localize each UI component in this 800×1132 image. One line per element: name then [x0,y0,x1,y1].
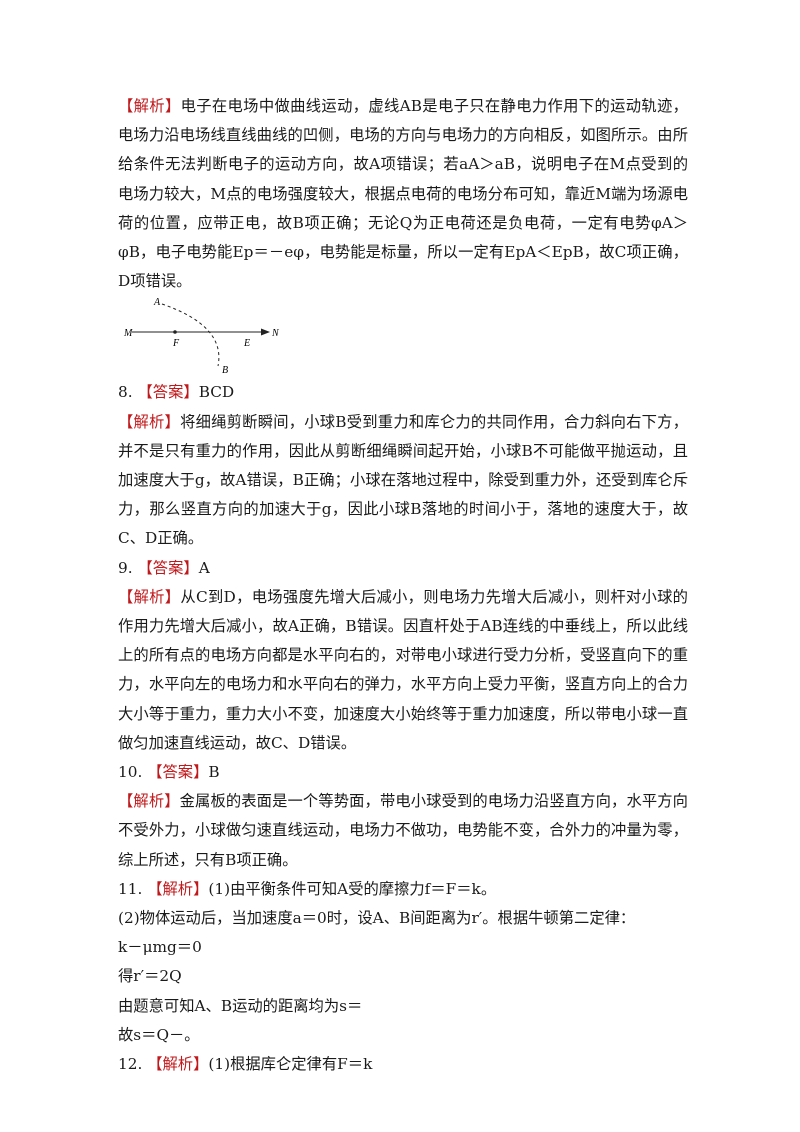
q12-number: 12. [118,1055,143,1074]
analysis-tag: 【解析】 [118,792,180,811]
analysis-tag: 【解析】 [118,97,181,115]
q11-line4: 得r′＝2Q [118,967,182,986]
q8-analysis: 【解析】将细绳剪断瞬间，小球B受到重力和库仑力的共同作用，合力斜向右下方，并不是… [118,408,688,554]
label-M: M [123,328,133,339]
analysis-tag: 【解析】 [147,879,209,898]
q10-analysis: 【解析】金属板的表面是一个等势面，带电小球受到的电场力沿竖直方向，水平方向不受外… [118,787,688,875]
q11-line5: 由题意可知A、B运动的距离均为s＝ [118,996,363,1015]
q9-number: 9. [118,558,133,577]
analysis-tag: 【解析】 [118,587,181,606]
q8-number: 8. [118,383,133,402]
label-E: E [243,338,250,349]
answer-tag: 【答案】 [137,383,199,402]
label-N: N [271,328,280,339]
analysis-tag: 【解析】 [147,1055,209,1074]
label-A: A [153,297,161,308]
label-B: B [222,365,228,376]
q9-answer: 9. 【答案】A [118,554,688,583]
q12-line1: 12. 【解析】(1)根据库仑定律有F＝k [118,1050,688,1079]
q8-analysis-text: 将细绳剪断瞬间，小球B受到重力和库仑力的共同作用，合力斜向右下方，并不是只有重力… [118,412,688,548]
field-line-diagram: M N A B F E [123,297,280,376]
q11-line3: k－μmg＝0 [118,938,202,957]
q10-number: 10. [118,763,143,782]
field-arrow-icon [261,328,270,336]
q11-number: 11. [118,879,143,898]
label-F: F [172,338,180,349]
document-page: 【解析】电子在电场中做曲线运动，虚线AB是电子只在静电力作用下的运动轨迹，电场力… [118,92,688,1079]
answer-tag: 【答案】 [137,558,199,577]
q9-analysis: 【解析】从C到D，电场强度先增大后减小，则电场力先增大后减小，则杆对小球的作用力… [118,583,688,758]
q10-answer: 10. 【答案】B [118,758,688,787]
analysis-tag: 【解析】 [118,412,181,431]
q9-answer-value: A [198,558,210,577]
q11-line1-text: (1)由平衡条件可知A受的摩擦力f＝F＝k。 [208,879,497,898]
q11-line2: (2)物体运动后，当加速度a＝0时，设A、B间距离为r′。根据牛顿第二定律： [118,909,636,928]
point-F [173,330,177,335]
q10-analysis-text: 金属板的表面是一个等势面，带电小球受到的电场力沿竖直方向，水平方向不受外力，小球… [118,792,688,869]
q12-line1-text: (1)根据库仑定律有F＝k [208,1055,373,1074]
q11-line1: 11. 【解析】(1)由平衡条件可知A受的摩擦力f＝F＝k。 [118,875,688,904]
q7-analysis-text: 电子在电场中做曲线运动，虚线AB是电子只在静电力作用下的运动轨迹，电场力沿电场线… [118,97,688,291]
q10-answer-value: B [208,763,220,782]
answer-tag: 【答案】 [147,763,209,782]
q8-answer-value: BCD [198,383,235,402]
trajectory-AB [161,303,220,367]
q7-analysis: 【解析】电子在电场中做曲线运动，虚线AB是电子只在静电力作用下的运动轨迹，电场力… [118,92,688,296]
q9-analysis-text: 从C到D，电场强度先增大后减小，则电场力先增大后减小，则杆对小球的作用力先增大后… [118,587,688,752]
q8-answer: 8. 【答案】BCD [118,378,688,407]
field-figure: M N A B F E [118,296,688,378]
q11-line6: 故s＝Q－。 [118,1025,200,1044]
